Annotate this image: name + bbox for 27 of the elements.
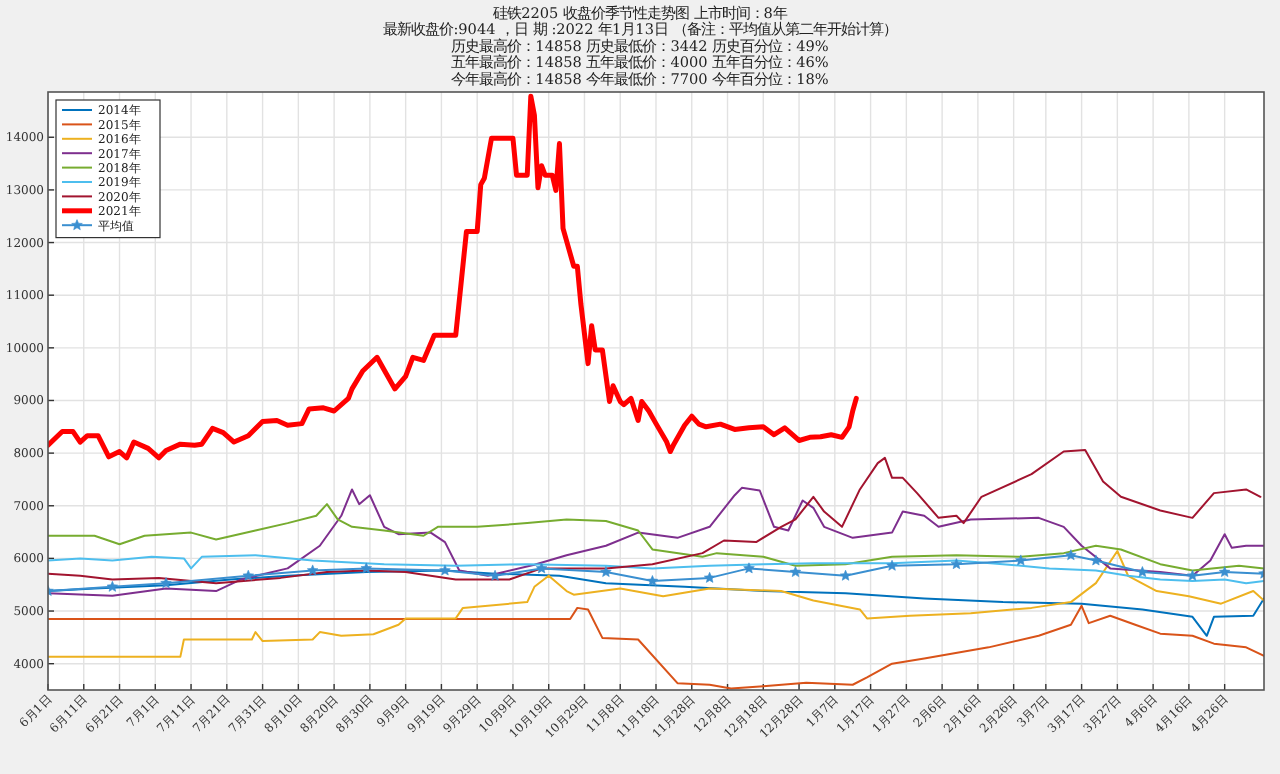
point [360,562,372,574]
point [950,558,963,570]
point [1186,569,1199,581]
point [1219,566,1231,577]
point [106,580,118,592]
point [307,564,319,576]
point [839,569,852,581]
point [242,569,254,581]
line-series [48,604,1264,690]
line-series [48,554,1264,585]
point [535,562,548,574]
point [489,569,501,581]
point [646,575,659,586]
point [1090,554,1102,566]
point [600,566,612,577]
point [1136,566,1149,577]
point [886,559,898,571]
point [439,564,451,576]
line-series [48,486,1264,597]
line-series [48,550,1264,658]
point [743,562,755,574]
point [1015,554,1027,566]
point [1065,549,1077,561]
point [789,566,802,577]
point [704,571,716,583]
point [160,577,172,588]
line-series [48,93,859,461]
